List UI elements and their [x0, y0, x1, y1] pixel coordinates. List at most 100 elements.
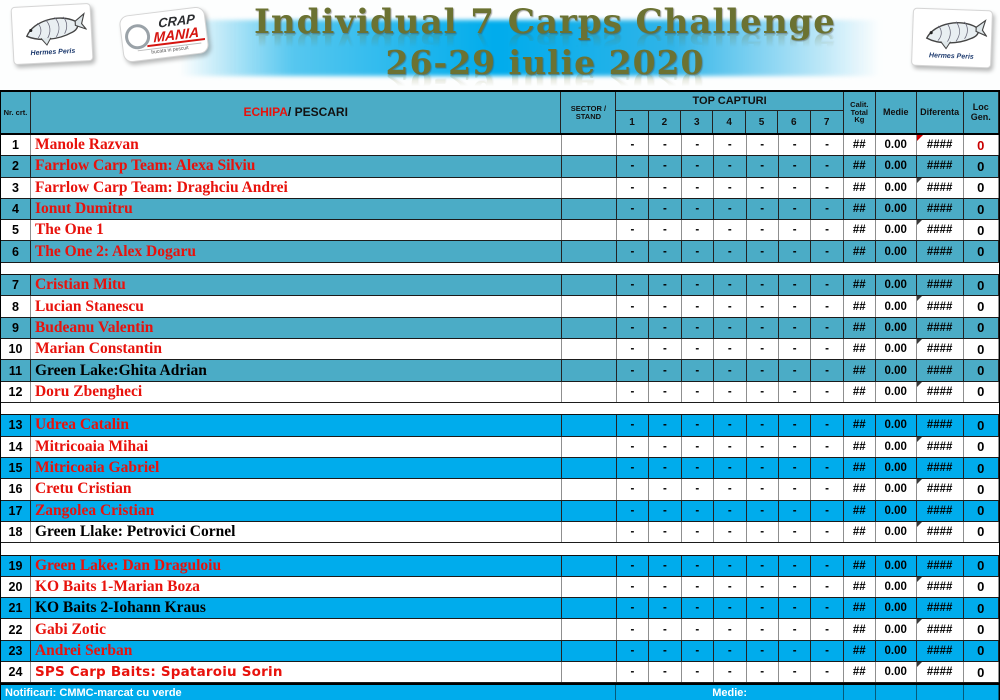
capture-cell: - — [779, 241, 812, 262]
calit-total-kg-cell: ## — [844, 198, 876, 220]
header-pescari: / PESCARI — [287, 105, 348, 120]
row-number: 18 — [1, 521, 31, 543]
medie-cell: 0.00 — [876, 619, 917, 640]
medie-cell: 0.00 — [876, 415, 917, 436]
medie-cell: 0.00 — [876, 339, 917, 360]
event-title-line1: Individual 7 Carps Challenge — [254, 2, 836, 42]
capture-cell: - — [714, 220, 747, 241]
competitor-name: KO Baits 2-Iohann Kraus — [31, 598, 562, 619]
table-row: 2 Farrlow Carp Team: Alexa Silviu - - - - - - - #… — [1, 156, 1000, 178]
medie-cell: 0.00 — [876, 436, 917, 457]
table-row: 19 Green Lake: Dan Draguloiu - - - - - - - ## 0.00… — [1, 555, 1000, 577]
calit-total-kg-cell: ## — [844, 415, 876, 436]
capture-cell: - — [714, 241, 747, 262]
capture-cell: - — [747, 156, 779, 177]
row-number: 6 — [1, 241, 31, 262]
capture-cell: - — [682, 555, 715, 576]
event-title: Individual 7 Carps Challenge 26-29 iulie… — [195, 0, 895, 90]
capture-cell: - — [811, 241, 844, 262]
medie-cell: 0.00 — [876, 275, 917, 296]
table-row: 14 Mitricoaia Mihai - - - - - - - ## 0.00 #### 0 — [1, 436, 1000, 458]
capture-cell: - — [747, 640, 779, 661]
calit-total-kg-cell: ## — [844, 135, 876, 156]
capture-cell: - — [779, 479, 812, 500]
capture-cell: - — [779, 360, 812, 381]
capture-cell: - — [747, 457, 779, 479]
capture-cell: - — [649, 135, 682, 156]
medie-cell: 0.00 — [876, 555, 917, 576]
diferenta-cell: #### — [916, 381, 964, 402]
capture-cell: - — [779, 381, 812, 402]
header-medie: Medie — [876, 92, 917, 133]
competitor-name: Zangolea Cristian — [31, 500, 562, 521]
row-number: 19 — [1, 555, 31, 576]
loc-gen-cell: 0 — [964, 135, 1000, 156]
sector-stand-cell — [562, 360, 617, 381]
table-row: 18 Green Llake: Petrovici Cornel - - - - - - - ##… — [1, 521, 1000, 544]
capture-cell: - — [682, 457, 715, 479]
capture-cell: - — [747, 317, 779, 339]
capture-cell: - — [747, 479, 779, 500]
capture-cell: - — [811, 555, 844, 576]
diferenta-cell: #### — [917, 555, 964, 576]
capture-cell: - — [811, 317, 844, 339]
footer-medie-cell — [876, 685, 917, 700]
block-separator — [1, 402, 999, 416]
row-number: 23 — [1, 640, 31, 661]
header-sector-stand: SECTOR / STAND — [561, 92, 617, 133]
table-row: 23 Andrei Serban - - - - - - - ## 0.00 #### 0 — [1, 640, 1000, 662]
calit-total-kg-cell: ## — [844, 436, 876, 457]
row-number: 1 — [1, 135, 31, 156]
results-table: Nr. crt. ECHIPA / PESCARI SECTOR / STAND… — [0, 90, 1000, 700]
capture-cell: - — [747, 555, 779, 576]
table-row: 8 Lucian Stanescu - - - - - - - ## 0.00 #### 0 — [1, 296, 1000, 318]
capture-cell: - — [649, 317, 682, 339]
loc-gen-cell: 0 — [964, 220, 1000, 241]
capture-cell: - — [649, 576, 682, 598]
capture-cell: - — [682, 479, 715, 500]
capture-cell: - — [811, 521, 844, 543]
capture-cell: - — [649, 457, 682, 479]
calit-total-kg-cell: ## — [844, 275, 876, 296]
diferenta-cell: #### — [917, 500, 964, 521]
capture-cell: - — [779, 640, 812, 661]
capture-cell: - — [682, 436, 715, 457]
loc-gen-cell: 0 — [964, 177, 1000, 198]
diferenta-cell: #### — [916, 296, 964, 317]
capture-cell: - — [811, 457, 844, 479]
row-number: 2 — [1, 156, 31, 177]
capture-cell: - — [682, 241, 715, 262]
table-row: 6 The One 2: Alex Dogaru - - - - - - - ## 0.00 ####… — [1, 241, 1000, 263]
capture-cell: - — [617, 339, 650, 360]
table-header-row: Nr. crt. ECHIPA / PESCARI SECTOR / STAND… — [1, 92, 999, 135]
capture-cell: - — [649, 220, 682, 241]
header-capture-col: 3 — [681, 111, 714, 133]
capture-cell: - — [779, 275, 812, 296]
capture-cell: - — [649, 415, 682, 436]
table-row: 20 KO Baits 1-Marian Boza - - - - - - - ## 0.00 ###… — [1, 576, 1000, 599]
row-number: 14 — [1, 436, 31, 457]
capture-cell: - — [617, 275, 650, 296]
capture-cell: - — [747, 662, 779, 683]
calit-total-kg-cell: ## — [844, 241, 876, 262]
calit-total-kg-cell: ## — [844, 156, 876, 177]
loc-gen-cell: 0 — [964, 598, 1000, 619]
table-row: 22 Gabi Zotic - - - - - - - ## 0.00 #### 0 — [1, 619, 1000, 641]
sector-stand-cell — [562, 381, 617, 402]
table-footer-row: Notificari: CMMC-marcat cu verde Medie: — [1, 683, 999, 700]
capture-cell: - — [617, 220, 650, 241]
diferenta-cell: #### — [917, 640, 964, 661]
capture-cell: - — [714, 500, 747, 521]
competitor-name: Budeanu Valentin — [31, 317, 562, 339]
diferenta-cell: #### — [917, 415, 964, 436]
loc-gen-cell: 0 — [964, 555, 1000, 576]
header-capture-col: 7 — [823, 116, 830, 128]
capture-cell: - — [682, 381, 715, 402]
sector-stand-cell — [562, 555, 617, 576]
diferenta-cell: #### — [916, 339, 964, 360]
diferenta-cell: #### — [916, 576, 964, 598]
header-diferenta: Diferenta — [917, 92, 964, 133]
capture-cell: - — [617, 135, 650, 156]
capture-cell: - — [779, 662, 812, 683]
capture-cell: - — [714, 135, 747, 156]
